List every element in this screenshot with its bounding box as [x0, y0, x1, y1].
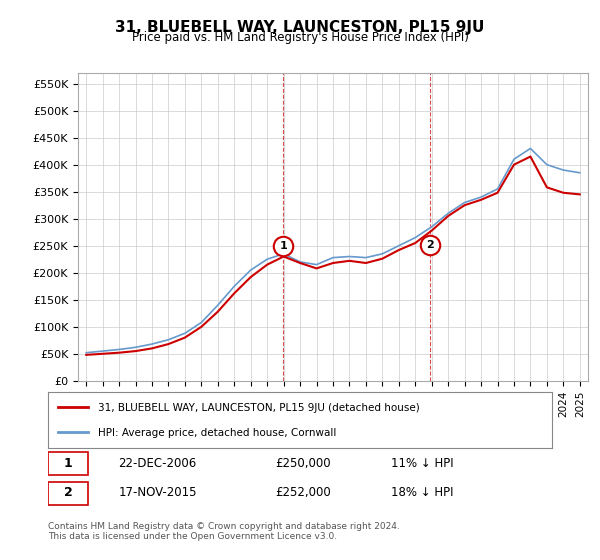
- FancyBboxPatch shape: [48, 452, 88, 475]
- Text: 11% ↓ HPI: 11% ↓ HPI: [391, 457, 454, 470]
- Text: £252,000: £252,000: [275, 487, 331, 500]
- Text: Contains HM Land Registry data © Crown copyright and database right 2024.
This d: Contains HM Land Registry data © Crown c…: [48, 522, 400, 542]
- FancyBboxPatch shape: [48, 482, 88, 505]
- Text: 17-NOV-2015: 17-NOV-2015: [119, 487, 197, 500]
- Text: 2: 2: [426, 240, 434, 250]
- Text: £250,000: £250,000: [275, 457, 331, 470]
- Text: HPI: Average price, detached house, Cornwall: HPI: Average price, detached house, Corn…: [98, 428, 337, 438]
- Text: Price paid vs. HM Land Registry's House Price Index (HPI): Price paid vs. HM Land Registry's House …: [131, 31, 469, 44]
- Text: 18% ↓ HPI: 18% ↓ HPI: [391, 487, 453, 500]
- Text: 1: 1: [279, 241, 287, 251]
- Text: 31, BLUEBELL WAY, LAUNCESTON, PL15 9JU: 31, BLUEBELL WAY, LAUNCESTON, PL15 9JU: [115, 20, 485, 35]
- Text: 2: 2: [64, 487, 73, 500]
- Text: 31, BLUEBELL WAY, LAUNCESTON, PL15 9JU (detached house): 31, BLUEBELL WAY, LAUNCESTON, PL15 9JU (…: [98, 403, 420, 413]
- Text: 22-DEC-2006: 22-DEC-2006: [119, 457, 197, 470]
- Text: 1: 1: [64, 457, 73, 470]
